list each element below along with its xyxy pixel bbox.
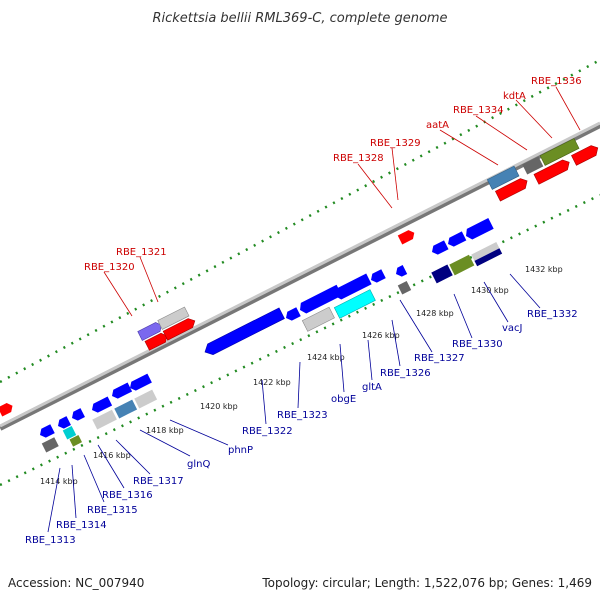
- map-title: Rickettsia bellii RML369-C, complete gen…: [152, 11, 447, 26]
- ruler-tick-label: 1430 kbp: [471, 286, 509, 295]
- gene-rbe1327[interactable]: [397, 281, 412, 295]
- ruler-tick-label: 1414 kbp: [40, 477, 78, 486]
- gene-label[interactable]: RBE_1323: [277, 410, 328, 421]
- gene-label[interactable]: RBE_1322: [242, 426, 293, 437]
- ruler-tick-label: 1428 kbp: [416, 309, 454, 318]
- gene-label[interactable]: glnQ: [187, 459, 210, 470]
- ruler-tick-label: 1422 kbp: [253, 378, 291, 387]
- gene-label[interactable]: RBE_1316: [102, 490, 153, 501]
- reverse-strand-features: [40, 218, 503, 453]
- outer-tick-track: [0, 58, 600, 384]
- gene-label[interactable]: RBE_1336: [531, 76, 582, 87]
- gene-label[interactable]: RBE_1315: [87, 505, 138, 516]
- gene-gltA[interactable]: [333, 289, 376, 319]
- gene-obgE[interactable]: [301, 306, 335, 332]
- gene-label[interactable]: RBE_1334: [453, 105, 504, 116]
- ruler-labels: 1414 kbp 1416 kbp 1418 kbp 1420 kbp 1422…: [40, 265, 563, 486]
- forward-strand-features: [0, 131, 600, 417]
- gene-label[interactable]: kdtA: [503, 91, 526, 102]
- gene-label[interactable]: phnP: [228, 445, 253, 456]
- gene-label[interactable]: obgE: [331, 394, 356, 405]
- gene-rbe1332[interactable]: [471, 242, 503, 267]
- gene-label[interactable]: RBE_1313: [25, 535, 76, 546]
- gene-label[interactable]: vacJ: [502, 323, 523, 334]
- tick-tracks: [0, 58, 600, 487]
- gene-label[interactable]: RBE_1320: [84, 262, 135, 273]
- accession-text: Accession: NC_007940: [8, 576, 144, 590]
- gene-label[interactable]: RBE_1317: [133, 476, 184, 487]
- ruler-tick-label: 1418 kbp: [146, 426, 184, 435]
- gene-rbe1320[interactable]: [137, 321, 169, 351]
- gene-label[interactable]: RBE_1327: [414, 353, 465, 364]
- gene-vacJ[interactable]: [449, 254, 475, 276]
- gene-label[interactable]: RBE_1321: [116, 247, 167, 258]
- gene-rbe1330[interactable]: [431, 264, 453, 284]
- gene-label[interactable]: RBE_1330: [452, 339, 503, 350]
- gene-label[interactable]: RBE_1329: [370, 138, 421, 149]
- gene-label[interactable]: gltA: [362, 382, 382, 393]
- gene-rbe1321[interactable]: [157, 306, 197, 341]
- inner-tick-track: [0, 193, 600, 487]
- reverse-gene-labels: RBE_1313 RBE_1314 RBE_1315 RBE_1316 RBE_…: [25, 273, 578, 546]
- ruler-tick-label: 1420 kbp: [200, 402, 238, 411]
- ruler-tick-label: 1416 kbp: [93, 451, 131, 460]
- gene-rbe1328[interactable]: [397, 228, 417, 245]
- ruler-tick-label: 1424 kbp: [307, 353, 345, 362]
- gene-rbe1322[interactable]: [202, 307, 285, 357]
- gene-label[interactable]: RBE_1328: [333, 153, 384, 164]
- gene-label[interactable]: RBE_1332: [527, 309, 578, 320]
- gene-aatA[interactable]: [486, 164, 530, 202]
- gene-label[interactable]: aatA: [426, 120, 449, 131]
- genome-summary-text: Topology: circular; Length: 1,522,076 bp…: [261, 576, 592, 590]
- gene-label[interactable]: RBE_1314: [56, 520, 107, 531]
- ruler-tick-label: 1432 kbp: [525, 265, 563, 274]
- gene-label[interactable]: RBE_1326: [380, 368, 431, 379]
- ruler-tick-label: 1426 kbp: [362, 331, 400, 340]
- forward-gene-labels: RBE_1320 RBE_1321 RBE_1328 RBE_1329 aatA…: [84, 76, 582, 317]
- gene-kdtA[interactable]: [522, 131, 600, 187]
